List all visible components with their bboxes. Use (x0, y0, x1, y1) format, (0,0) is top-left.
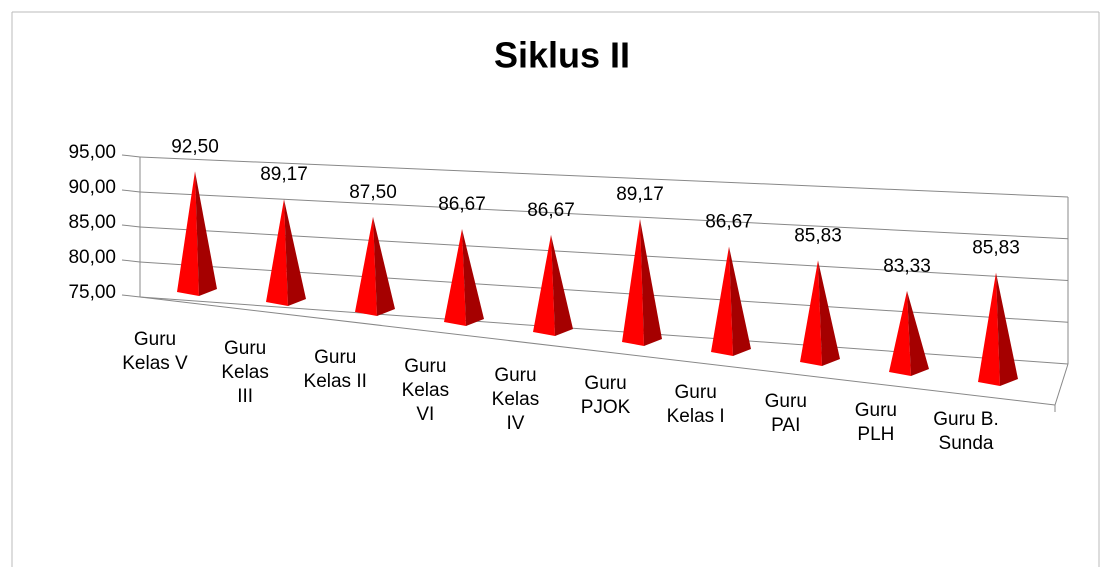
value-label: 85,83 (972, 238, 1020, 259)
pyramid-face (622, 219, 644, 346)
x-tick-label: Guru Kelas III (221, 337, 269, 407)
x-tick-label: Guru Kelas II (303, 346, 367, 392)
grid-line (139, 226, 1069, 281)
y-tick-label: 85,00 (68, 212, 116, 233)
pyramid-face (533, 234, 555, 336)
x-tick-label: Guru Kelas I (666, 382, 725, 428)
pyramid-face (177, 171, 199, 296)
pyramid-face (996, 272, 1018, 386)
pyramid-face (444, 229, 466, 326)
value-label: 86,67 (438, 194, 486, 215)
x-tick-label: Guru B. Sunda (933, 409, 999, 454)
floor-edge (139, 296, 1056, 406)
x-tick-label: Guru Kelas VI (401, 355, 450, 425)
pyramid-face (355, 216, 377, 316)
pyramid-face (551, 234, 573, 336)
y-tick-label: 75,00 (68, 282, 116, 303)
floor-edge (1054, 363, 1069, 406)
x-tick-label: Guru PAI (764, 391, 807, 437)
value-label: 83,33 (883, 256, 931, 277)
y-tick (121, 259, 141, 263)
pyramid-face (818, 260, 840, 366)
pyramid-face (889, 290, 911, 376)
pyramid-face (284, 199, 306, 306)
grid-line (139, 191, 1069, 240)
pyramid-face (266, 199, 288, 306)
grid-line (139, 156, 1069, 198)
chart-title: Siklus II (494, 35, 630, 76)
value-label: 86,67 (527, 200, 575, 221)
pyramid-face (729, 246, 751, 356)
value-label: 92,50 (171, 136, 219, 157)
y-tick-label: 90,00 (68, 177, 116, 198)
pyramid-face (373, 216, 395, 316)
pyramid-face (195, 171, 217, 296)
y-tick (121, 224, 141, 228)
value-label: 85,83 (794, 225, 842, 246)
x-tick-label: Guru PJOK (580, 373, 631, 419)
y-tick (121, 294, 141, 298)
y-tick (121, 189, 141, 193)
x-tick-label: Guru PLH (854, 400, 897, 446)
pyramid-face (711, 246, 733, 356)
pyramid-face (640, 219, 662, 346)
pyramid-face (800, 260, 822, 366)
value-label: 89,17 (616, 184, 664, 205)
y-tick-label: 80,00 (68, 247, 116, 268)
value-label: 89,17 (260, 164, 308, 185)
x-tick-label: Guru Kelas V (122, 329, 188, 374)
pyramid-face (907, 290, 929, 376)
x-tick-label: Guru Kelas IV (491, 364, 540, 434)
pyramid-face (462, 229, 484, 326)
value-label: 87,50 (349, 182, 397, 203)
pyramid-face (978, 272, 1000, 386)
y-tick-label: 95,00 (68, 142, 116, 163)
y-tick (121, 154, 141, 158)
value-label: 86,67 (705, 212, 753, 233)
